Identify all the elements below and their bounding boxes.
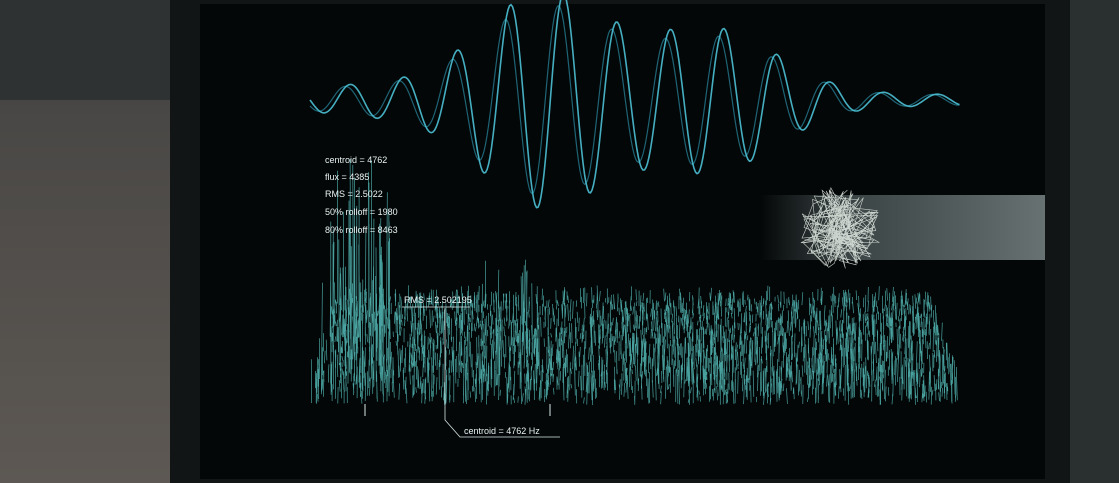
light-beam	[760, 195, 1045, 260]
stat-text: 50% rolloff = 1980	[325, 207, 398, 217]
right-wall	[1068, 0, 1119, 483]
stat-text: 80% rolloff = 8463	[325, 225, 398, 235]
stat-text: centroid = 4762	[325, 155, 387, 165]
rms-label: RMS = 2.502195	[404, 295, 472, 305]
stat-text: flux = 4385	[325, 172, 369, 182]
stat-text: RMS = 2.5022	[325, 189, 383, 199]
wall-shadow	[0, 0, 175, 100]
scene: centroid = 4762 flux = 4385 RMS = 2.5022…	[0, 0, 1119, 483]
centroid-label: centroid = 4762 Hz	[464, 426, 540, 436]
page: centroid = 4762 flux = 4385 RMS = 2.5022…	[0, 0, 1119, 483]
